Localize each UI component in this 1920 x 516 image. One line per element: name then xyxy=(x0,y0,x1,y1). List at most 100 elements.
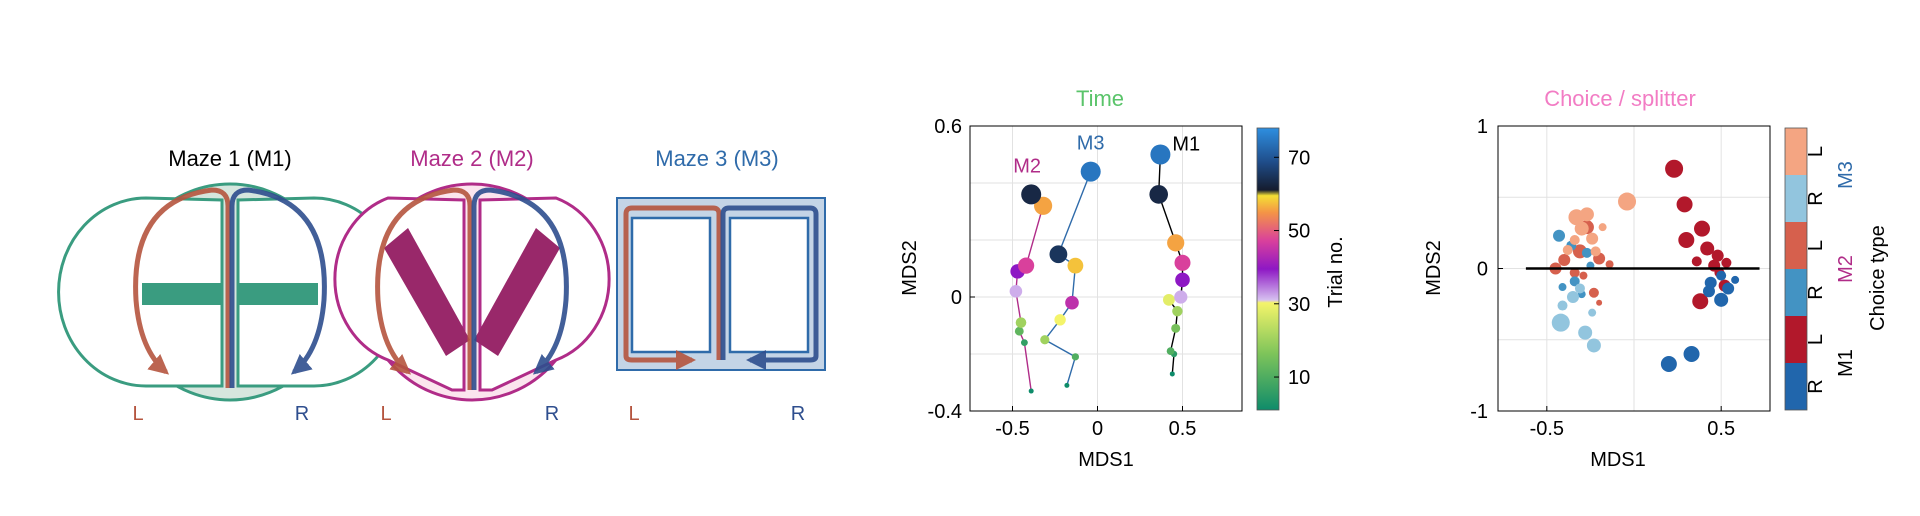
choice-colorbar-letter: R xyxy=(1805,191,1827,205)
choice-chart-ylabel: MDS2 xyxy=(1423,240,1445,296)
time-point xyxy=(1054,314,1066,326)
time-point xyxy=(1150,144,1171,165)
choice-chart-points xyxy=(1549,159,1740,372)
choice-point xyxy=(1694,220,1710,237)
choice-point xyxy=(1553,229,1566,242)
choice-chart-title: Choice / splitter xyxy=(1544,86,1696,111)
maze-3-diagram: Maze 3 (M3) L R xyxy=(616,146,826,425)
choice-point xyxy=(1676,196,1693,213)
time-ytick-label: 0 xyxy=(951,287,962,309)
choice-ytick-label: 0 xyxy=(1477,259,1488,281)
choice-point xyxy=(1692,293,1709,310)
choice-point xyxy=(1691,256,1702,267)
time-chart-ylabel: MDS2 xyxy=(899,240,921,296)
choice-point xyxy=(1574,221,1589,236)
maze-3-left-label: L xyxy=(628,403,639,425)
choice-mds-chart: Choice / splitter -0.5 0.5-101 MDS1 MDS2 … xyxy=(1423,86,1889,471)
choice-colorbar-letter: L xyxy=(1805,146,1827,157)
time-point xyxy=(1175,272,1190,288)
choice-group-label: M2 xyxy=(1835,255,1857,283)
maze-1-left-barrier xyxy=(142,283,222,305)
choice-colorbar-letter: L xyxy=(1805,334,1827,345)
choice-point xyxy=(1711,249,1724,262)
maze-1-title: Maze 1 (M1) xyxy=(168,146,291,171)
choice-group-label: M3 xyxy=(1835,161,1857,189)
time-point xyxy=(1040,335,1050,345)
choice-point xyxy=(1569,235,1580,245)
maze-2-title: Maze 2 (M2) xyxy=(410,146,533,171)
choice-point xyxy=(1722,282,1735,295)
time-ytick-label: 0.6 xyxy=(934,116,962,138)
maze-2-left-label: L xyxy=(380,403,391,425)
choice-xtick-label: -0.5 xyxy=(1530,418,1564,440)
choice-colorbar-segment xyxy=(1785,269,1807,316)
choice-colorbar-segment xyxy=(1785,363,1807,410)
choice-point xyxy=(1581,247,1592,258)
choice-point xyxy=(1569,267,1580,278)
choice-point xyxy=(1678,232,1695,248)
time-point xyxy=(1015,317,1027,328)
choice-colorbar-letter: R xyxy=(1805,285,1827,299)
choice-colorbar-letter: R xyxy=(1805,379,1827,393)
choice-ytick-label: 1 xyxy=(1477,116,1488,138)
time-point xyxy=(1169,371,1175,377)
choice-point xyxy=(1721,257,1732,268)
time-point xyxy=(1067,257,1084,274)
time-point xyxy=(1167,234,1185,252)
time-point xyxy=(1009,285,1023,298)
choice-point xyxy=(1558,253,1571,266)
time-series-label: M1 xyxy=(1172,134,1200,156)
time-xtick-label: 0 xyxy=(1092,418,1103,440)
trial-colorbar-tick-label: 50 xyxy=(1288,221,1310,243)
trial-colorbar xyxy=(1256,127,1280,411)
choice-colorbar-segment xyxy=(1785,222,1807,269)
choice-point xyxy=(1665,159,1684,178)
choice-xtick-label: 0.5 xyxy=(1707,418,1735,440)
choice-point xyxy=(1683,346,1700,362)
time-point xyxy=(1174,254,1191,271)
time-point xyxy=(1064,382,1070,388)
choice-colorbar-letter: L xyxy=(1805,240,1827,251)
time-mds-chart: Time -0.5 0 0.5 -0.4 0 0.6 M1 M2 M3 MDS1 MDS2 1… xyxy=(899,86,1347,471)
choice-ytick-label: -1 xyxy=(1470,401,1488,423)
choice-point xyxy=(1605,260,1614,269)
choice-chart-xlabel: MDS1 xyxy=(1590,449,1646,471)
time-point xyxy=(1018,257,1035,274)
time-series-m3: M3 xyxy=(1040,133,1104,388)
choice-colorbar-segment xyxy=(1785,175,1807,222)
trial-colorbar-label: Trial no. xyxy=(1325,236,1347,308)
choice-point xyxy=(1557,300,1568,311)
time-point xyxy=(1163,293,1175,306)
time-point xyxy=(1172,306,1183,317)
time-chart-grid xyxy=(970,126,1242,411)
choice-group-label: M1 xyxy=(1835,349,1857,377)
choice-point xyxy=(1569,276,1580,287)
choice-point xyxy=(1660,355,1677,372)
time-point xyxy=(1174,290,1188,304)
time-series-label: M2 xyxy=(1013,155,1041,177)
choice-point xyxy=(1704,276,1717,289)
choice-colorbar-label: Choice type xyxy=(1867,225,1889,331)
time-point xyxy=(1028,388,1034,394)
time-point xyxy=(1065,295,1079,310)
choice-point xyxy=(1579,207,1594,222)
choice-colorbar-segment xyxy=(1785,128,1807,175)
maze-2-right-label: R xyxy=(545,403,559,425)
time-chart-title: Time xyxy=(1076,86,1124,111)
choice-point xyxy=(1574,283,1585,294)
choice-point xyxy=(1598,223,1607,232)
time-point xyxy=(1021,339,1028,346)
choice-colorbar-frame xyxy=(1784,127,1808,411)
choice-point xyxy=(1596,299,1603,306)
choice-point xyxy=(1731,275,1740,284)
time-point xyxy=(1049,245,1068,264)
time-chart-series: M1 M2 M3 xyxy=(1009,133,1200,394)
time-chart-xlabel: MDS1 xyxy=(1078,449,1134,471)
time-chart-ticks: -0.5 0 0.5 -0.4 0 0.6 xyxy=(928,116,1197,440)
time-xtick-label: 0.5 xyxy=(1169,418,1197,440)
choice-point xyxy=(1708,259,1721,272)
choice-point xyxy=(1586,338,1601,353)
choice-point xyxy=(1588,308,1597,317)
maze-2-right-barrier xyxy=(474,228,560,356)
